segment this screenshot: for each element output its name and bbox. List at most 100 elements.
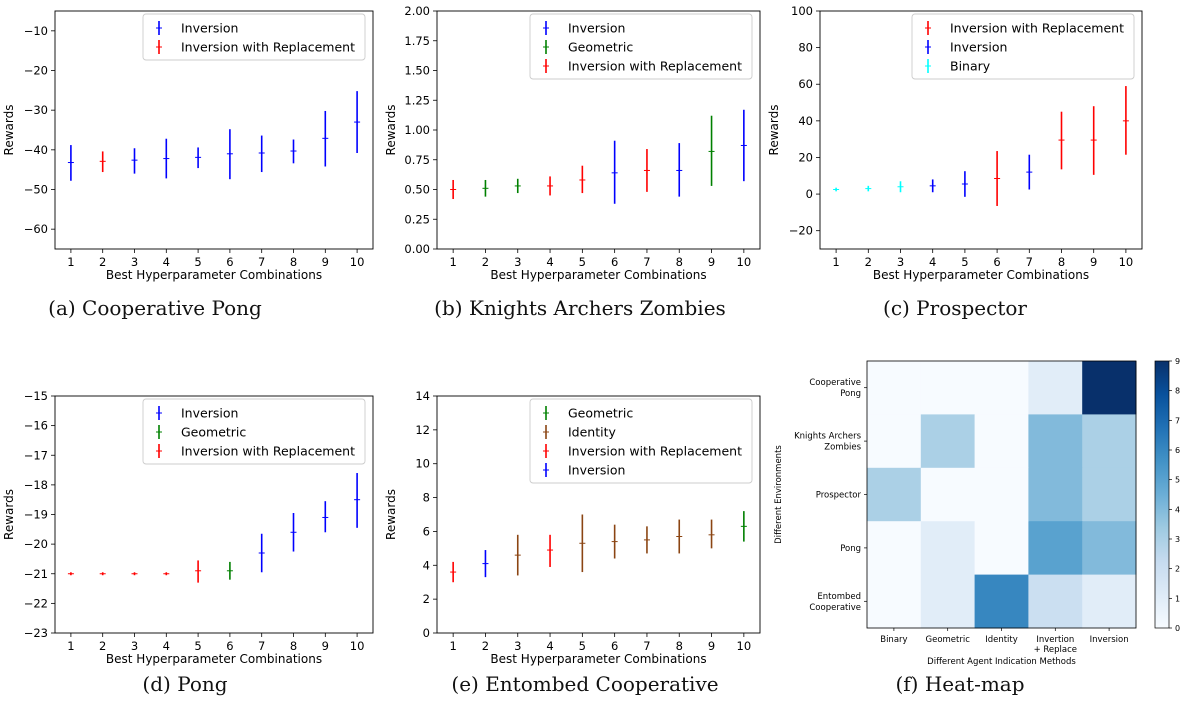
y-tick-label: 10 (415, 457, 430, 471)
heatmap-cell (920, 574, 976, 629)
heatmap-cell (1028, 521, 1083, 576)
y-tick-label: 0 (423, 626, 430, 640)
colorbar-tick-label: 2 (1175, 565, 1180, 574)
heatmap-cell (920, 521, 976, 576)
x-tick-label: 9 (1090, 255, 1097, 269)
row-label: Prospector (816, 491, 862, 501)
legend-box (142, 398, 366, 465)
y-tick-label: −20 (24, 537, 48, 551)
legend-label: Inversion with Replacement (181, 444, 355, 459)
x-tick-label: 3 (514, 639, 521, 653)
legend: Geometric Identity Inversion with Replacem… (529, 398, 753, 484)
x-tick-label: 8 (290, 255, 297, 269)
x-tick-label: 10 (737, 255, 752, 269)
x-tick-label: 4 (163, 639, 170, 653)
x-tick-label: 9 (708, 639, 715, 653)
x-tick-label: 4 (546, 639, 553, 653)
x-tick-label: 6 (226, 255, 233, 269)
x-tick-label: 2 (482, 639, 489, 653)
heatmap-cell (1082, 467, 1137, 522)
legend-box (911, 13, 1135, 80)
y-axis-label: Rewards (384, 489, 398, 540)
x-tick-label: 8 (676, 639, 683, 653)
caption-a: (a) Cooperative Pong (48, 296, 262, 320)
x-axis-label: Best Hyperparameter Combinations (106, 268, 322, 282)
heatmap-cell (1082, 574, 1137, 629)
x-tick-label: 4 (163, 255, 170, 269)
heatmap-cell (1028, 361, 1083, 415)
y-axis-label: Rewards (767, 105, 781, 156)
heatmap-cell (920, 361, 976, 415)
legend: Inversion Geometric Inversion with Replace… (529, 13, 753, 80)
plot-frame (54, 10, 374, 250)
x-tick-label: 9 (708, 255, 715, 269)
y-tick-label: −21 (24, 567, 48, 581)
chart-b: 0.00 0.25 0.50 0.75 1.00 1.25 1.50 1.75 2.00 1 2 3 4… (384, 4, 761, 282)
y-tick-label: 0.50 (404, 183, 430, 197)
legend-label: Inversion with Replacement (181, 40, 355, 55)
heatmap-cell (867, 361, 922, 415)
y-tick-label: 12 (415, 423, 430, 437)
colorbar-tick-label: 0 (1175, 624, 1180, 633)
caption-b: (b) Knights Archers Zombies (434, 296, 726, 320)
x-tick-label: 5 (194, 639, 201, 653)
heatmap-cell (867, 574, 922, 629)
heatmap-cell (867, 414, 922, 469)
y-tick-label: 8 (423, 491, 430, 505)
heatmap-x-label: Different Agent Indication Methods (927, 657, 1076, 667)
y-tick-label: −60 (24, 222, 48, 236)
colorbar-tick-label: 3 (1175, 535, 1180, 544)
heatmap-cell (867, 467, 922, 522)
plot-frame (819, 10, 1143, 250)
legend-label: Inversion (950, 40, 1007, 55)
y-tick-label: −18 (24, 478, 48, 492)
heatmap-cell (920, 414, 976, 469)
legend-box (529, 398, 753, 484)
x-axis-label: Best Hyperparameter Combinations (490, 652, 706, 666)
x-tick-label: 2 (482, 255, 489, 269)
legend-label: Binary (950, 59, 991, 74)
y-tick-label: 0 (806, 187, 813, 201)
x-tick-label: 3 (131, 255, 138, 269)
y-tick-label: −17 (24, 448, 48, 462)
column-label: Identity (985, 635, 1018, 645)
y-tick-label: 4 (423, 558, 430, 572)
colorbar-tick-label: 8 (1175, 387, 1180, 396)
legend-label: Inversion with Replacement (950, 21, 1124, 36)
x-tick-label: 9 (322, 639, 329, 653)
y-tick-label: 0.25 (404, 212, 430, 226)
legend: Inversion with Replacement Inversion Binar… (911, 13, 1135, 80)
legend-label: Geometric (568, 40, 633, 55)
chart-d: −23 −22 −21 −20 −19 −18 −17 −16 −15 1 2 3 4 5 6 7 8 9 10 Be… (2, 389, 374, 666)
y-tick-label: 14 (415, 389, 430, 403)
legend-label: Geometric (181, 425, 246, 440)
y-tick-label: −30 (24, 103, 48, 117)
column-label: Inversion (1090, 635, 1129, 645)
x-axis-label: Best Hyperparameter Combinations (106, 652, 322, 666)
x-tick-label: 1 (67, 255, 74, 269)
y-tick-label: 2.00 (404, 4, 430, 18)
x-tick-label: 1 (449, 639, 456, 653)
y-tick-label: −10 (24, 24, 48, 38)
y-tick-label: −22 (24, 596, 48, 610)
heatmap-cell (1082, 521, 1137, 576)
y-axis-label: Rewards (384, 105, 398, 156)
x-tick-label: 6 (226, 639, 233, 653)
y-tick-label: 0.75 (404, 153, 430, 167)
x-tick-label: 2 (99, 639, 106, 653)
colorbar-tick-label: 7 (1175, 416, 1180, 425)
x-tick-label: 7 (643, 639, 650, 653)
legend-label: Inversion (568, 21, 625, 36)
heatmap-cell (974, 361, 1029, 415)
x-tick-label: 7 (643, 255, 650, 269)
legend-box (529, 13, 753, 80)
x-tick-label: 8 (676, 255, 683, 269)
heatmap-y-label: Different Environments (774, 445, 784, 544)
x-tick-label: 9 (322, 255, 329, 269)
x-tick-label: 3 (514, 255, 521, 269)
legend-label: Inversion (181, 406, 238, 421)
colorbar-tick-label: 5 (1175, 476, 1180, 485)
x-tick-label: 7 (1026, 255, 1033, 269)
